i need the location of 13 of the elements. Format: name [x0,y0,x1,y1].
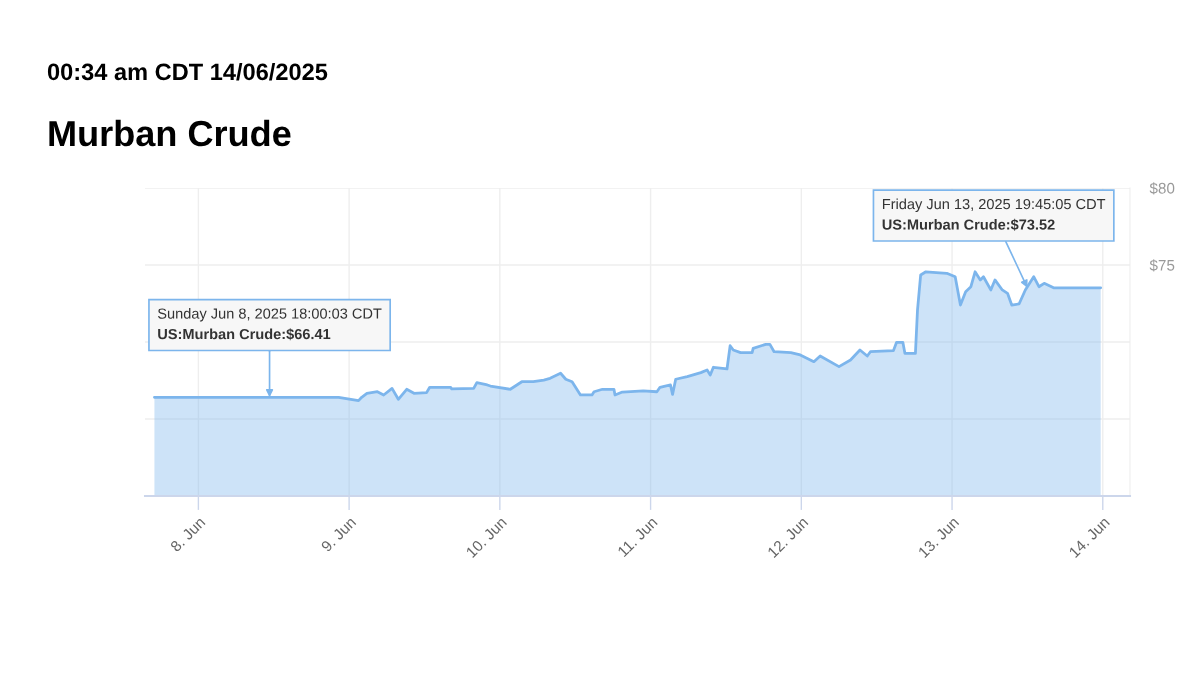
x-tick-label: 9. Jun [320,516,357,553]
x-tick-label: 13. Jun [917,516,960,558]
y-tick-label: $75 [1149,259,1175,272]
chart-subtitle: 00:34 am CDT 14/06/2025 [47,62,328,81]
x-tick-label: 12. Jun [766,516,809,558]
x-tick-label: 8. Jun [169,516,206,553]
x-tick-label: 11. Jun [617,516,658,558]
annotation: Sunday Jun 8, 2025 18:00:03 CDT US:Murban Crude:$66.41 [157,308,382,341]
x-tick-label: 10. Jun [465,516,508,558]
x-tick-label: 14. Jun [1068,516,1111,558]
y-tick-label: $80 [1149,182,1175,195]
annotation: Friday Jun 13, 2025 19:45:05 CDT US:Murban Crude:$73.52 [882,198,1106,231]
chart-title: Murban Crude [49,119,291,147]
